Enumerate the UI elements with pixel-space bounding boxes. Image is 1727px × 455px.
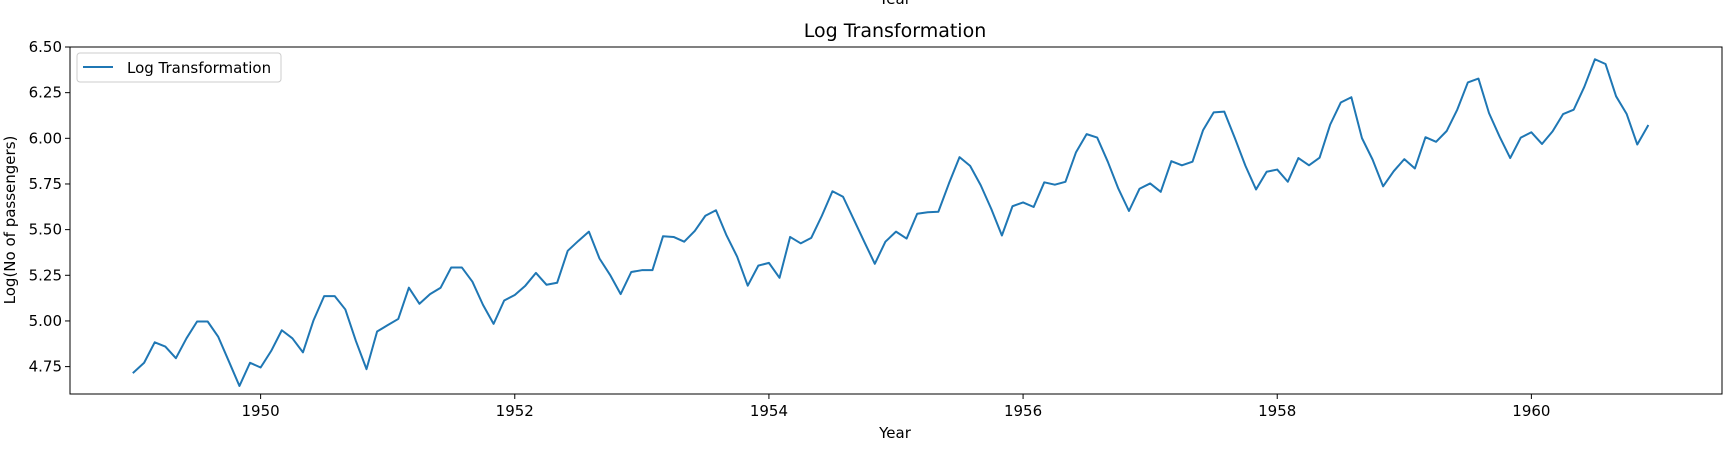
y-tick-label: 5.75 [29,175,62,193]
plot-frame [69,46,1723,395]
y-tick-label: 6.50 [29,38,62,56]
y-tick-label: 4.75 [29,358,62,376]
clipped-top-x-axis-label: Year [878,0,912,8]
y-tick-label: 6.25 [29,84,62,102]
x-tick-label: 1956 [1004,402,1042,420]
x-axis: 1950 1952 1954 1956 1958 1960 [242,394,1550,420]
y-tick-label: 5.50 [29,221,62,239]
x-axis-label: Year [878,424,912,442]
y-tick-label: 5.00 [29,312,62,330]
x-tick-label: 1958 [1258,402,1296,420]
x-tick-label: 1950 [242,402,280,420]
series-layer [132,58,1650,387]
x-tick-label: 1952 [496,402,534,420]
y-axis: 4.75 5.00 5.25 5.50 5.75 6.00 6.25 6.50 [29,38,70,376]
y-tick-label: 5.25 [29,266,62,284]
legend: Log Transformation [76,52,282,83]
legend-label: Log Transformation [127,59,271,77]
chart-title: Log Transformation [804,20,987,42]
series-line-log-transformation [132,58,1650,387]
x-tick-label: 1954 [750,402,788,420]
y-tick-label: 6.00 [29,129,62,147]
legend-box [76,52,282,83]
x-tick-label: 1960 [1512,402,1550,420]
y-axis-label: Log(No of passengers) [1,136,19,305]
plot-area [69,46,1723,395]
